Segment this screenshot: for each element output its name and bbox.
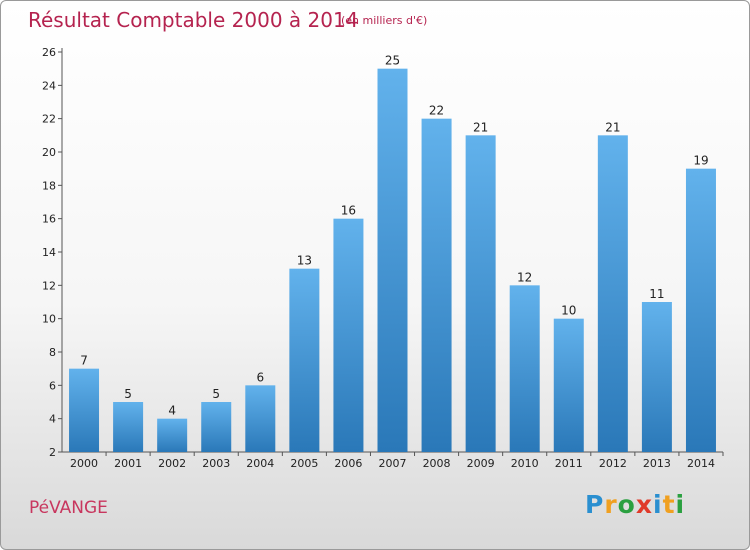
bar [157,418,188,452]
bar [553,318,584,452]
y-tick-label: 18 [42,179,56,192]
bar [509,285,540,452]
x-tick-label: 2003 [202,457,230,470]
x-tick-label: 2004 [246,457,274,470]
bar-value-label: 12 [517,270,532,284]
logo-letter: r [604,490,618,519]
x-tick-label: 2012 [599,457,627,470]
x-tick-label: 2008 [423,457,451,470]
bar-value-label: 7 [80,354,88,368]
y-tick-label: 22 [42,113,56,126]
logo-letter: i [675,490,686,519]
x-tick-label: 2011 [555,457,583,470]
bar [377,68,408,453]
bar-value-label: 22 [429,104,444,118]
y-tick-label: 4 [49,413,56,426]
y-tick-label: 10 [42,313,56,326]
logo-letter: i [653,490,663,519]
bar-value-label: 21 [605,120,620,134]
x-tick-label: 2007 [379,457,407,470]
bar [421,118,452,453]
proxiti-logo: Proxiti [585,490,685,519]
y-tick-label: 12 [42,279,56,292]
bar-value-label: 11 [649,287,664,301]
commune-name: PéVANGE [29,498,108,518]
bar [465,135,496,453]
bar-value-label: 4 [168,404,176,418]
y-tick-label: 8 [49,346,56,359]
x-tick-label: 2000 [70,457,98,470]
bar-value-label: 6 [256,370,264,384]
bar-value-label: 10 [561,304,576,318]
y-tick-label: 26 [42,46,56,59]
bar [597,135,628,453]
bar [289,268,320,452]
page-title: Résultat Comptable 2000 à 2014 [28,8,359,32]
bar [201,402,232,452]
logo-letter: t [662,490,676,519]
bar-value-label: 5 [212,387,220,401]
bar-value-label: 5 [124,387,132,401]
x-tick-label: 2006 [334,457,362,470]
x-tick-label: 2001 [114,457,142,470]
y-tick-label: 24 [42,79,56,92]
bar-value-label: 13 [297,254,312,268]
logo-letter: P [585,490,605,519]
bar [685,168,716,452]
bar [333,218,364,452]
y-tick-label: 2 [49,446,56,459]
bar-value-label: 21 [473,120,488,134]
bar [245,385,276,452]
bar [113,402,144,452]
x-tick-label: 2002 [158,457,186,470]
y-tick-label: 6 [49,379,56,392]
chart-bars: 7 5 4 5 6 13 16 25 22 21 12 10 21 11 19 [69,54,716,453]
chart-subtitle: (en milliers d'€) [341,14,428,27]
x-tick-label: 2010 [511,457,539,470]
bar-value-label: 16 [341,204,356,218]
x-tick-label: 2014 [687,457,715,470]
bar [69,368,100,452]
x-tick-label: 2005 [290,457,318,470]
x-tick-label: 2013 [643,457,671,470]
bar-value-label: 19 [693,154,708,168]
logo-letter: o [617,490,636,519]
logo-letter: x [635,490,653,519]
x-tick-label: 2009 [467,457,495,470]
y-tick-label: 16 [42,213,56,226]
y-tick-label: 20 [42,146,56,159]
bar-value-label: 25 [385,54,400,68]
bar [641,302,672,452]
y-tick-label: 14 [42,246,56,259]
